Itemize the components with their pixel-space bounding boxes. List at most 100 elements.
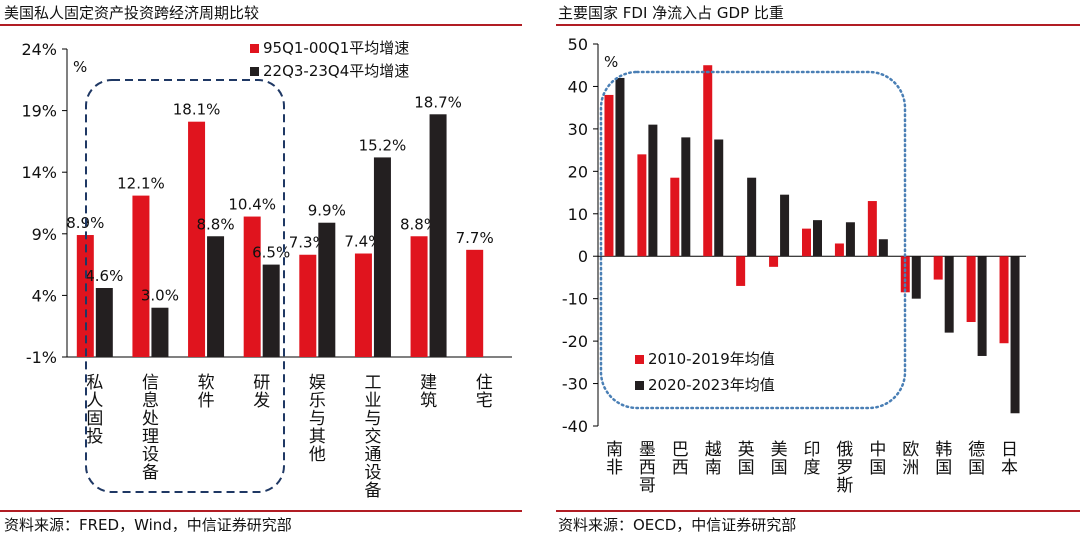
left-category-label: 与 — [309, 409, 326, 429]
right-unit-label: % — [604, 53, 618, 71]
left-data-label: 12.1% — [117, 175, 165, 193]
left-category-label: 工 — [364, 373, 381, 393]
left-category-label: 备 — [364, 481, 381, 501]
right-category-label: 巴 — [672, 440, 689, 460]
left-data-label: 7.3% — [289, 234, 327, 252]
left-y-tick-label: 4% — [32, 286, 57, 305]
left-data-label: 7.4% — [344, 233, 382, 251]
right-category-label: 国 — [771, 458, 788, 478]
right-chart-title: 主要国家 FDI 净流入占 GDP 比重 — [558, 4, 784, 22]
left-bar-period1 — [354, 253, 372, 357]
left-title-rule — [0, 24, 522, 26]
left-category-label: 交 — [364, 427, 381, 447]
right-category-label: 度 — [804, 458, 821, 478]
left-category-label: 业 — [364, 391, 381, 411]
right-bar-period2 — [845, 222, 855, 257]
left-bar-period2 — [95, 288, 113, 357]
right-title-rule — [556, 24, 1080, 26]
right-category-label: 墨 — [639, 440, 656, 460]
right-bar-period1 — [999, 256, 1009, 344]
left-data-label: 15.2% — [359, 136, 407, 154]
right-category-label: 英 — [738, 440, 755, 460]
left-category-label: 建 — [420, 373, 437, 393]
right-bar-period2 — [747, 177, 757, 257]
right-y-tick-label: -30 — [562, 375, 588, 394]
right-bar-period2 — [1010, 256, 1020, 414]
left-bar-period1 — [188, 121, 206, 357]
right-bar-period2 — [615, 77, 625, 257]
right-bar-period2 — [944, 256, 954, 333]
left-data-label: 6.5% — [252, 244, 290, 262]
left-bar-period2 — [262, 264, 280, 357]
left-category-label: 其 — [309, 427, 326, 447]
left-bar-period1 — [299, 254, 317, 357]
right-bar-period1 — [769, 256, 779, 267]
left-category-label: 通 — [364, 445, 381, 465]
right-legend-swatch — [635, 381, 644, 390]
left-bar-period1 — [410, 236, 428, 357]
right-y-tick-label: 50 — [568, 35, 588, 54]
left-legend-swatch — [250, 67, 259, 76]
right-category-label: 西 — [672, 458, 689, 478]
left-category-label: 设 — [142, 445, 159, 465]
left-category-label: 投 — [86, 427, 103, 447]
left-source-rule — [0, 510, 522, 512]
left-category-label: 与 — [364, 409, 381, 429]
left-category-label: 筑 — [420, 391, 437, 411]
left-category-label: 设 — [364, 463, 381, 483]
right-bar-period1 — [604, 94, 614, 257]
right-y-tick-label: 30 — [568, 120, 588, 139]
right-category-label: 越 — [705, 440, 722, 460]
right-y-tick-label: -40 — [562, 417, 588, 436]
right-bar-period1 — [670, 177, 680, 257]
right-bar-period2 — [977, 256, 987, 356]
right-category-label: 斯 — [836, 476, 853, 496]
right-bar-period1 — [966, 256, 976, 323]
left-chart-title: 美国私人固定资产投资跨经济周期比较 — [4, 4, 260, 22]
right-category-label: 日 — [1001, 440, 1018, 460]
right-y-tick-label: 40 — [568, 77, 588, 96]
right-bar-period2 — [681, 137, 691, 257]
right-category-label: 俄 — [836, 440, 853, 460]
left-category-label: 件 — [198, 391, 215, 411]
left-category-label: 研 — [253, 373, 270, 393]
left-bar-period2 — [318, 222, 336, 357]
right-source-rule — [556, 510, 1080, 512]
left-y-tick-label: 14% — [21, 163, 57, 182]
left-bar-period1 — [132, 195, 150, 357]
right-bar-period1 — [802, 228, 811, 257]
right-category-label: 国 — [869, 458, 886, 478]
right-category-label: 国 — [738, 458, 755, 478]
right-bar-period1 — [637, 154, 647, 257]
left-category-label: 备 — [142, 463, 159, 483]
right-bar-period2 — [648, 124, 658, 257]
right-y-tick-label: 20 — [568, 162, 588, 181]
left-bar-period2 — [207, 236, 225, 357]
left-data-label: 4.6% — [85, 267, 123, 285]
left-y-tick-label: 9% — [32, 225, 57, 244]
left-category-label: 信 — [142, 373, 159, 393]
left-category-label: 他 — [309, 445, 326, 465]
right-category-label: 非 — [606, 458, 623, 478]
left-category-label: 宅 — [476, 391, 493, 411]
left-category-label: 处 — [142, 409, 159, 429]
left-data-label: 8.8% — [400, 215, 438, 233]
left-y-tick-label: 19% — [21, 102, 57, 121]
right-bar-period2 — [780, 194, 790, 257]
left-data-label: 10.4% — [228, 196, 276, 214]
left-data-label: 9.9% — [308, 202, 346, 220]
right-category-label: 德 — [968, 440, 985, 460]
left-source: 资料来源：FRED，Wind，中信证券研究部 — [4, 516, 292, 534]
left-unit-label: % — [73, 58, 87, 76]
left-category-label: 理 — [142, 427, 159, 447]
right-category-label: 西 — [639, 458, 656, 478]
right-category-label: 南 — [705, 458, 722, 478]
right-bar-period1 — [867, 201, 877, 257]
left-data-label: 7.7% — [456, 229, 494, 247]
right-bar-period1 — [933, 256, 943, 280]
right-bar-period2 — [813, 220, 822, 257]
left-bar-period2 — [429, 114, 447, 358]
left-category-label: 发 — [253, 391, 270, 411]
right-category-label: 洲 — [902, 458, 919, 478]
